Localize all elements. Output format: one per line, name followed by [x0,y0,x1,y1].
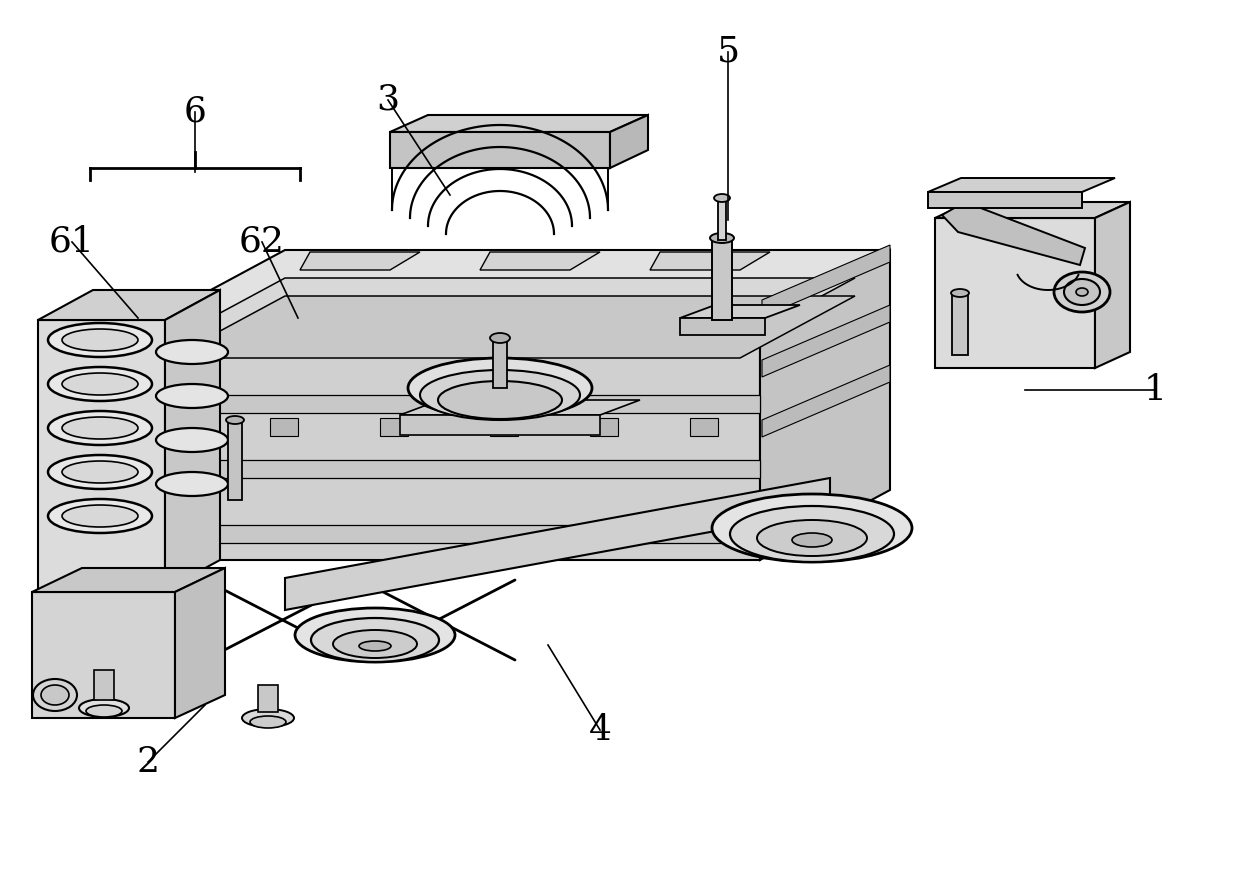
Polygon shape [942,202,1085,265]
Polygon shape [300,252,420,270]
Ellipse shape [438,381,562,419]
Polygon shape [928,192,1083,208]
Polygon shape [391,132,610,168]
Ellipse shape [951,289,968,297]
Polygon shape [170,296,856,358]
Ellipse shape [242,709,294,727]
Ellipse shape [490,333,510,343]
Ellipse shape [711,233,734,243]
Polygon shape [258,685,278,712]
Ellipse shape [756,520,867,556]
Polygon shape [952,295,968,355]
Ellipse shape [156,340,228,364]
Polygon shape [490,418,518,436]
Polygon shape [680,305,800,318]
Polygon shape [391,115,649,132]
Ellipse shape [48,499,153,533]
Polygon shape [928,178,1115,192]
Polygon shape [165,290,219,590]
Polygon shape [285,478,830,610]
Ellipse shape [730,506,894,562]
Ellipse shape [792,533,832,547]
Ellipse shape [712,494,911,562]
Polygon shape [763,305,890,377]
Text: 62: 62 [239,225,285,259]
Polygon shape [38,320,165,590]
Text: 4: 4 [589,713,611,747]
Polygon shape [480,252,600,270]
Text: 6: 6 [184,95,206,129]
Ellipse shape [360,641,391,651]
Ellipse shape [33,679,77,711]
Polygon shape [935,218,1095,368]
Polygon shape [718,200,725,240]
Polygon shape [494,340,507,388]
Ellipse shape [62,461,138,483]
Polygon shape [155,320,760,560]
Polygon shape [763,365,890,437]
Ellipse shape [48,455,153,489]
Ellipse shape [156,384,228,408]
Ellipse shape [226,416,244,424]
Polygon shape [935,202,1130,218]
Polygon shape [228,422,242,500]
Text: 3: 3 [377,83,399,117]
Polygon shape [680,318,765,335]
Polygon shape [155,250,890,320]
Text: 1: 1 [1143,373,1167,407]
Polygon shape [1095,202,1130,368]
Ellipse shape [156,428,228,452]
Polygon shape [401,415,600,435]
Ellipse shape [408,358,591,418]
Ellipse shape [79,699,129,717]
Ellipse shape [250,716,286,728]
Ellipse shape [62,417,138,439]
Ellipse shape [41,685,69,705]
Polygon shape [712,240,732,320]
Ellipse shape [48,367,153,401]
Ellipse shape [62,505,138,527]
Ellipse shape [295,608,455,662]
Ellipse shape [1064,279,1100,305]
Polygon shape [155,395,760,413]
Polygon shape [175,568,224,718]
Polygon shape [401,400,640,415]
Ellipse shape [420,370,580,420]
Polygon shape [32,592,175,718]
Ellipse shape [156,472,228,496]
Polygon shape [170,278,856,340]
Text: 5: 5 [717,35,739,69]
Polygon shape [38,290,219,320]
Ellipse shape [334,630,417,658]
Ellipse shape [1054,272,1110,312]
Polygon shape [650,252,770,270]
Ellipse shape [62,373,138,395]
Polygon shape [155,525,760,543]
Polygon shape [689,418,718,436]
Polygon shape [32,568,224,592]
Polygon shape [590,418,618,436]
Ellipse shape [48,411,153,445]
Text: 2: 2 [136,745,160,779]
Polygon shape [610,115,649,168]
Polygon shape [763,245,890,317]
Ellipse shape [714,194,730,202]
Polygon shape [155,460,760,478]
Ellipse shape [311,618,439,662]
Ellipse shape [48,323,153,357]
Polygon shape [379,418,408,436]
Polygon shape [760,250,890,560]
Text: 61: 61 [50,225,95,259]
Ellipse shape [62,329,138,351]
Polygon shape [270,418,298,436]
Ellipse shape [86,705,122,717]
Polygon shape [94,670,114,700]
Ellipse shape [1076,288,1087,296]
